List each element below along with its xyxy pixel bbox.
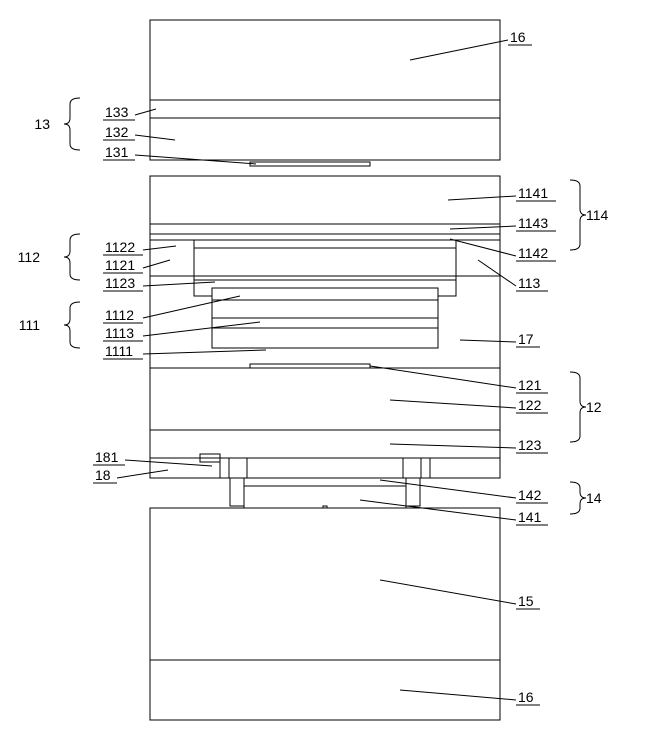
bracket-111: 111 xyxy=(19,317,40,333)
strip-18-right xyxy=(430,458,500,478)
label-181: 181 xyxy=(95,449,119,465)
label-17: 17 xyxy=(518,331,534,347)
label-121: 121 xyxy=(518,377,542,393)
plate-121 xyxy=(250,364,370,368)
label-133: 133 xyxy=(105,104,129,120)
block-16-bottom xyxy=(150,660,500,720)
layer-1113 xyxy=(212,318,438,328)
label-1142: 1142 xyxy=(518,245,548,261)
layer-1143 xyxy=(150,224,500,234)
layer-1112 xyxy=(212,288,438,300)
layer-1122 xyxy=(150,240,500,248)
plate-131 xyxy=(250,162,370,166)
label-113: 113 xyxy=(518,275,541,291)
label-122: 122 xyxy=(518,397,542,413)
layer-133 xyxy=(150,100,500,118)
layer-1121 xyxy=(150,248,500,276)
label-132: 132 xyxy=(105,124,129,140)
label-18: 18 xyxy=(95,467,111,483)
label-141: 141 xyxy=(518,509,542,525)
bracket-114: 114 xyxy=(586,207,609,223)
bracket-13: 13 xyxy=(34,116,50,132)
block-15 xyxy=(150,508,500,660)
label-1141: 1141 xyxy=(518,185,548,201)
label-16: 16 xyxy=(518,689,534,705)
label-131: 131 xyxy=(105,144,129,160)
label-1122: 1122 xyxy=(105,239,135,255)
layer-1141 xyxy=(150,176,500,224)
block-113-left xyxy=(150,240,194,276)
layer-132 xyxy=(150,118,500,160)
label-16: 16 xyxy=(510,29,526,45)
label-15: 15 xyxy=(518,593,534,609)
label-123: 123 xyxy=(518,437,542,453)
label-142: 142 xyxy=(518,487,542,503)
layer-1142 xyxy=(150,234,500,240)
label-1113: 1113 xyxy=(105,325,134,341)
label-1123: 1123 xyxy=(105,275,135,291)
label-1143: 1143 xyxy=(518,215,548,231)
bracket-12: 12 xyxy=(586,399,602,415)
block-16-top xyxy=(150,20,500,100)
label-1112: 1112 xyxy=(105,307,134,323)
label-1121: 1121 xyxy=(105,257,135,273)
bracket-14: 14 xyxy=(586,490,602,506)
label-1111: 1111 xyxy=(105,343,133,359)
bracket-112: 112 xyxy=(18,249,41,265)
